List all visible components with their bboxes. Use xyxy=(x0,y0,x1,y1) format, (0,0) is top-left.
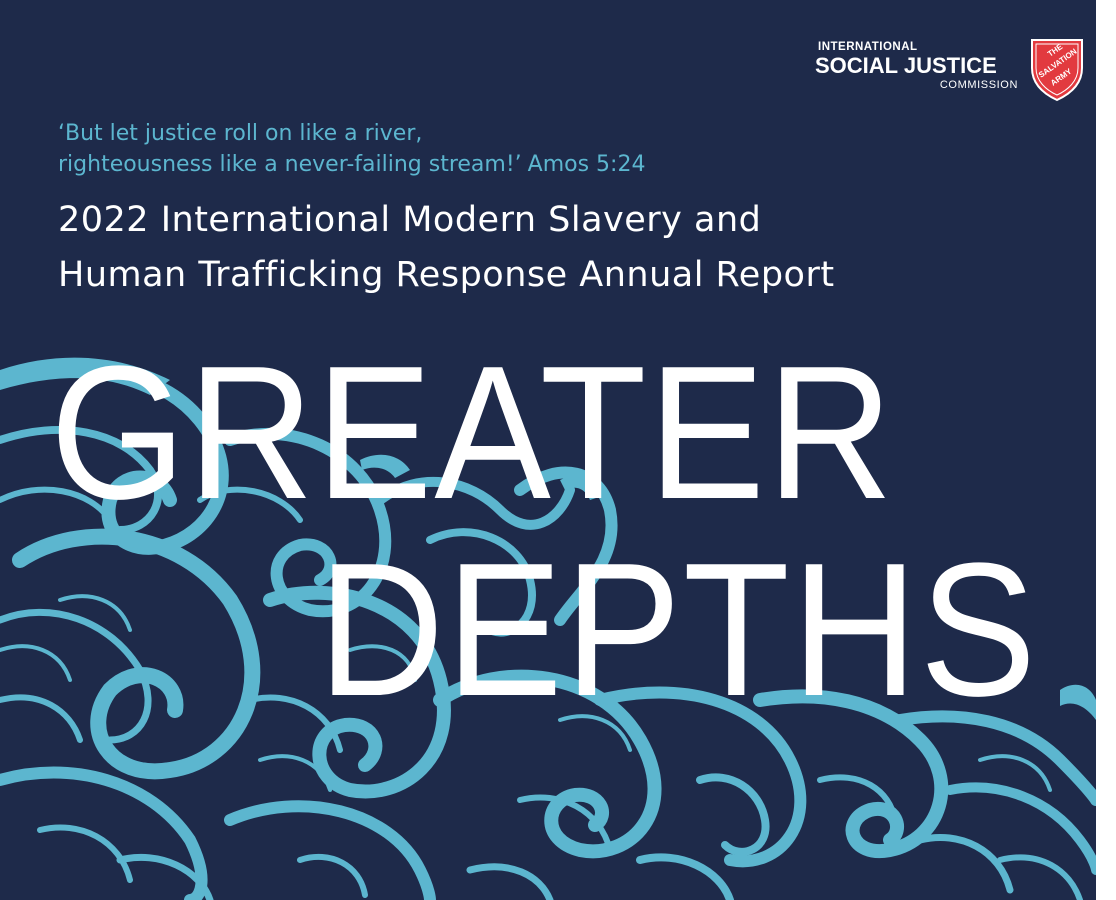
quote-reference: Amos 5:24 xyxy=(527,152,646,177)
logo-line-commission: COMMISSION xyxy=(939,79,1018,91)
salvation-army-shield-icon: THE SALVATION ARMY xyxy=(1031,39,1083,102)
logo-line-social-justice: SOCIAL JUSTICE xyxy=(815,53,997,78)
headline-word-greater: GREATER xyxy=(50,327,895,539)
organization-logo: INTERNATIONAL SOCIAL JUSTICE COMMISSION … xyxy=(815,38,1085,108)
quote-line-2-wrap: righteousness like a never-failing strea… xyxy=(58,149,645,180)
report-title: 2022 International Modern Slavery and Hu… xyxy=(58,193,958,303)
isjc-wordmark: INTERNATIONAL SOCIAL JUSTICE COMMISSION xyxy=(815,40,1020,92)
quote-line-2: righteousness like a never-failing strea… xyxy=(58,152,522,177)
quote-line-1: ‘But let justice roll on like a river, xyxy=(58,121,423,146)
page-margin xyxy=(1096,0,1116,900)
bible-quote: ‘But let justice roll on like a river, r… xyxy=(58,118,645,180)
report-title-line-1: 2022 International Modern Slavery and xyxy=(58,200,762,240)
headline-word-depths: DEPTHS xyxy=(318,524,1039,736)
report-title-line-2: Human Trafficking Response Annual Report xyxy=(58,255,835,295)
logo-line-international: INTERNATIONAL xyxy=(818,41,918,53)
